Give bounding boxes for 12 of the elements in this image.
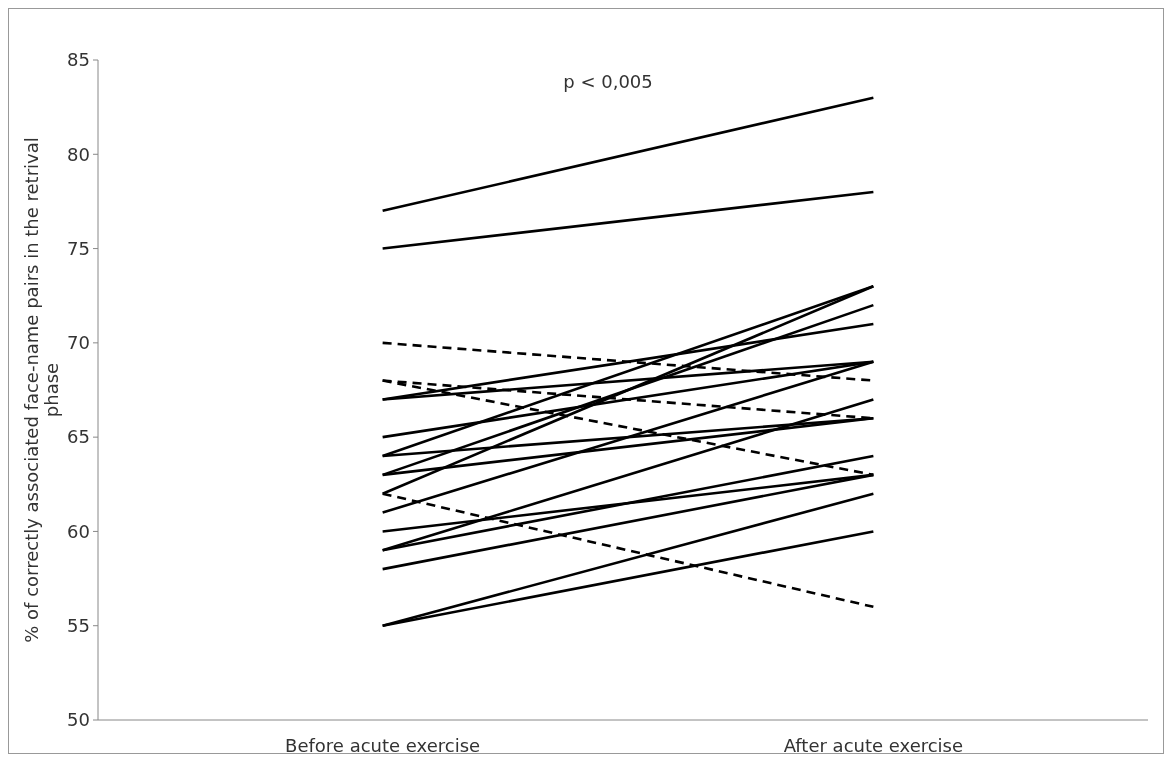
y-tick-label: 65: [67, 426, 90, 448]
x-tick-label: Before acute exercise: [285, 735, 481, 756]
x-tick-label: After acute exercise: [783, 735, 964, 756]
y-tick-label: 75: [67, 237, 90, 259]
y-axis-title: % of correctly associated face-name pairs in the retrival phase: [21, 137, 62, 643]
y-tick-label: 55: [67, 615, 90, 637]
y-tick-label: 85: [67, 49, 90, 71]
annotation: p < 0,005: [563, 71, 653, 92]
y-tick-label: 60: [67, 520, 90, 542]
y-tick-label: 70: [67, 332, 90, 354]
y-tick-label: 50: [67, 709, 90, 731]
y-tick-label: 80: [67, 143, 90, 165]
